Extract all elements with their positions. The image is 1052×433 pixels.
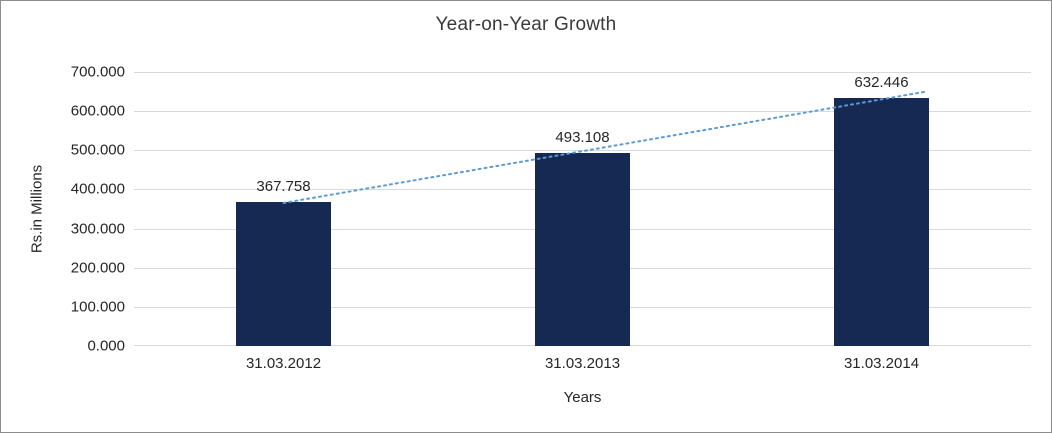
x-tick-label: 31.03.2013 xyxy=(544,355,621,372)
x-axis-ticks: 31.03.2012 31.03.2013 31.03.2014 xyxy=(134,355,1031,377)
bar xyxy=(236,202,331,346)
bar xyxy=(535,152,630,346)
chart-title: Year-on-Year Growth xyxy=(435,14,617,35)
y-tick-label: 700.000 xyxy=(70,63,125,81)
plot-area: 367.758 493.108 632.446 xyxy=(134,72,1031,346)
y-tick-label: 0.000 xyxy=(87,337,125,355)
x-axis-title: Years xyxy=(563,389,602,406)
x-tick-label: 31.03.2012 xyxy=(245,355,322,372)
bar xyxy=(834,98,929,346)
gridline xyxy=(134,72,1031,73)
y-tick-label: 600.000 xyxy=(70,102,125,120)
y-tick-label: 100.000 xyxy=(70,298,125,316)
y-tick-label: 300.000 xyxy=(70,220,125,238)
y-axis-ticks: 0.000 100.000 200.000 300.000 400.000 500.000… xyxy=(1,64,125,355)
y-tick-label: 500.000 xyxy=(70,141,125,159)
x-tick-label: 31.03.2014 xyxy=(843,355,920,372)
y-tick-label: 400.000 xyxy=(70,180,125,198)
bar-value-label: 493.108 xyxy=(555,128,610,146)
y-tick-label: 200.000 xyxy=(70,259,125,277)
bar-value-label: 632.446 xyxy=(854,74,909,92)
bar-value-label: 367.758 xyxy=(256,178,311,196)
